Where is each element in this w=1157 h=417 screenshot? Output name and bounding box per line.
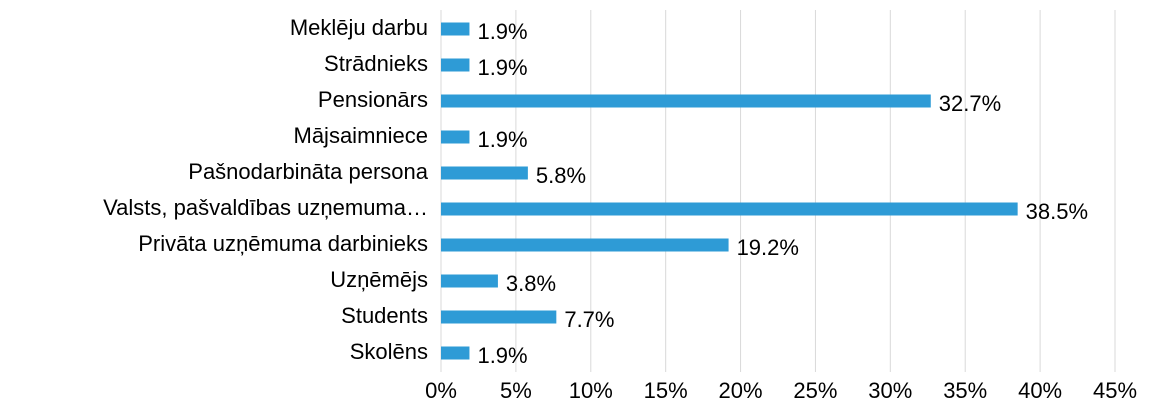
bar: [441, 94, 931, 108]
y-tick-label: Mājsaimniece: [294, 123, 429, 148]
bar: [441, 202, 1018, 216]
x-tick-label: 45%: [1093, 378, 1137, 403]
bar: [441, 130, 470, 144]
x-tick-label: 0%: [425, 378, 457, 403]
x-tick-label: 25%: [793, 378, 837, 403]
y-tick-label: Pašnodarbināta persona: [188, 159, 428, 184]
bar: [441, 58, 470, 72]
bar: [441, 238, 729, 252]
x-tick-label: 40%: [1018, 378, 1062, 403]
data-label: 5.8%: [536, 163, 586, 188]
x-tick-label: 30%: [868, 378, 912, 403]
bar: [441, 22, 470, 36]
x-tick-label: 5%: [500, 378, 532, 403]
x-tick-label: 35%: [943, 378, 987, 403]
y-tick-label: Uzņēmējs: [330, 267, 428, 292]
y-tick-label: Students: [341, 303, 428, 328]
data-label: 7.7%: [564, 307, 614, 332]
data-label: 38.5%: [1026, 199, 1088, 224]
y-tick-label: Skolēns: [350, 339, 428, 364]
y-tick-label: Strādnieks: [324, 51, 428, 76]
data-label: 1.9%: [477, 127, 527, 152]
x-tick-label: 10%: [569, 378, 613, 403]
data-label: 1.9%: [477, 343, 527, 368]
bar: [441, 310, 557, 324]
y-tick-label: Privāta uzņēmuma darbinieks: [138, 231, 428, 256]
bar: [441, 346, 470, 360]
bar: [441, 166, 528, 180]
y-tick-label: Valsts, pašvaldības uzņemuma…: [103, 195, 428, 220]
x-tick-label: 15%: [644, 378, 688, 403]
y-tick-label: Meklēju darbu: [290, 15, 428, 40]
data-label: 19.2%: [737, 235, 799, 260]
data-label: 3.8%: [506, 271, 556, 296]
data-label: 1.9%: [477, 55, 527, 80]
y-tick-label: Pensionārs: [318, 87, 428, 112]
bar: [441, 274, 498, 288]
data-label: 1.9%: [477, 19, 527, 44]
data-label: 32.7%: [939, 91, 1001, 116]
x-tick-label: 20%: [719, 378, 763, 403]
